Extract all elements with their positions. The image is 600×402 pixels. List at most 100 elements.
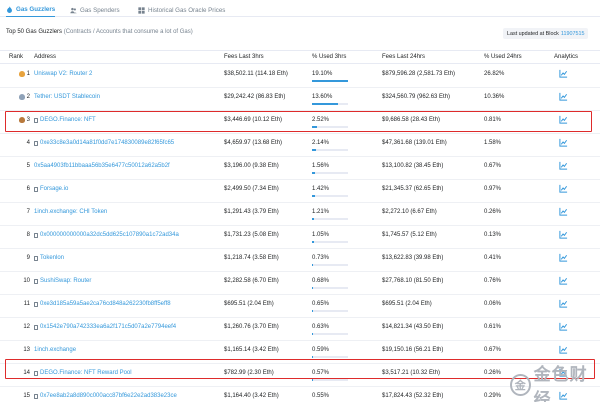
used-3hrs-bar (312, 80, 348, 82)
rank-cell: 3 (9, 117, 30, 123)
address-link[interactable]: 1inch.exchange: CHI Token (34, 209, 108, 215)
contract-file-icon (34, 370, 38, 376)
analytics-chart-icon[interactable] (559, 276, 568, 285)
table-row: 1 Uniswap V2: Router 2 $38,502.11 (114.18 … (0, 65, 600, 88)
address-link[interactable]: DEGO.Finance: NFT (40, 117, 96, 123)
address-cell: Tether: USDT Stablecoin (34, 94, 100, 100)
address-link[interactable]: 0x7ee8ab2a8d890c000acc87bf6e22e2ad383e23… (40, 393, 177, 399)
fees-24hrs-cell: $14,821.34 (43.50 Eth) (382, 324, 444, 330)
used-3hrs-bar (312, 103, 338, 105)
fees-24hrs-cell: $2,272.10 (6.67 Eth) (382, 209, 437, 215)
address-link[interactable]: 0x1542e790a742333ea6a2f171c5d07a2e7794ee… (40, 324, 177, 330)
used-3hrs-cell: 19.10% (312, 71, 333, 77)
tab-label: Historical Gas Oracle Prices (148, 6, 226, 14)
analytics-chart-icon[interactable] (559, 299, 568, 308)
analytics-chart-icon[interactable] (559, 207, 568, 216)
medal-icon (18, 94, 25, 100)
rank-cell: 8 (9, 232, 30, 238)
used-24hrs-cell: 10.36% (484, 94, 505, 100)
analytics-chart-icon[interactable] (559, 230, 568, 239)
analytics-chart-icon[interactable] (559, 184, 568, 193)
tab-historical-gas-oracle[interactable]: Historical Gas Oracle Prices (138, 3, 225, 17)
fees-24hrs-cell: $13,622.83 (39.98 Eth) (382, 255, 444, 261)
contract-file-icon (34, 140, 38, 146)
contract-file-icon (34, 278, 38, 284)
table-row: 12 0x1542e790a742333ea6a2f171c5d07a2e7794… (0, 318, 600, 341)
rank-number: 4 (26, 140, 30, 146)
analytics-chart-icon[interactable] (559, 322, 568, 331)
rank-number: 13 (23, 347, 30, 353)
analytics-chart-icon[interactable] (559, 92, 568, 101)
address-cell: 0x000000000000a32dc5dd625c107890a1c72ad3… (34, 232, 179, 238)
grid-icon (138, 6, 145, 14)
analytics-chart-icon[interactable] (559, 138, 568, 147)
rank-number: 15 (23, 393, 30, 399)
analytics-chart-icon[interactable] (559, 253, 568, 262)
rank-number: 6 (26, 186, 30, 192)
used-3hrs-cell: 2.52% (312, 117, 330, 123)
subtitle-note: (Contracts / Accounts that consume a lot… (63, 29, 193, 35)
table-row: 7 1inch.exchange: CHI Token $1,291.43 (3.7… (0, 203, 600, 226)
col-rank: Rank (9, 54, 24, 60)
address-link[interactable]: Tether: USDT Stablecoin (34, 94, 100, 100)
address-link[interactable]: 0x5aa4903fb11bbaaa56b35e6477c50012a62a5b… (34, 163, 170, 169)
rank-cell: 10 (9, 278, 30, 284)
address-cell: 0x5aa4903fb11bbaaa56b35e6477c50012a62a5b… (34, 163, 170, 169)
address-link[interactable]: Tokenlon (40, 255, 65, 261)
analytics-chart-icon[interactable] (559, 391, 568, 400)
used-3hrs-bar-track (312, 287, 348, 289)
analytics-chart-icon[interactable] (559, 345, 568, 354)
tab-gas-spenders[interactable]: Gas Spenders (70, 3, 120, 17)
col-used-24hrs: % Used 24hrs (484, 54, 522, 60)
used-24hrs-cell: 0.13% (484, 232, 502, 238)
fees-3hrs-cell: $1,164.40 (3.42 Eth) (224, 393, 279, 399)
address-link[interactable]: 0xe3d185a59a5ae2ca76cd848a262230fb8ff5ef… (40, 301, 171, 307)
used-3hrs-cell: 0.65% (312, 301, 330, 307)
highlight-box-dego-nft (5, 111, 592, 132)
used-24hrs-cell: 0.26% (484, 370, 502, 376)
rank-cell: 14 (9, 370, 30, 376)
address-link[interactable]: 1inch.exchange (34, 347, 77, 353)
fees-24hrs-cell: $17,824.43 (52.32 Eth) (382, 393, 444, 399)
analytics-chart-icon[interactable] (559, 69, 568, 78)
rank-number: 14 (23, 370, 30, 376)
contract-file-icon (34, 301, 38, 307)
table-row: 13 1inch.exchange $1,165.14 (3.42 Eth) 0.59… (0, 341, 600, 364)
used-3hrs-bar (312, 172, 315, 174)
address-link[interactable]: DEGO.Finance: NFT Reward Pool (40, 370, 132, 376)
analytics-chart-icon[interactable] (559, 115, 568, 124)
used-24hrs-cell: 1.58% (484, 140, 502, 146)
last-updated-label: Last updated at Block (507, 30, 559, 37)
rank-cell: 9 (9, 255, 30, 261)
analytics-chart-icon[interactable] (559, 161, 568, 170)
fees-24hrs-cell: $324,560.79 (962.63 Eth) (382, 94, 451, 100)
analytics-chart-icon[interactable] (559, 368, 568, 377)
address-link[interactable]: SushiSwap: Router (40, 278, 92, 284)
fees-24hrs-cell: $27,768.10 (81.50 Eth) (382, 278, 444, 284)
table-row: 6 Forsage.io $2,499.50 (7.34 Eth) 1.42% $21,… (0, 180, 600, 203)
flame-icon (7, 6, 12, 13)
tab-gas-guzzlers[interactable]: Gas Guzzlers (6, 3, 56, 17)
tab-bar: Gas Guzzlers Gas Spenders Historical Gas… (0, 0, 600, 17)
last-updated-block-link[interactable]: 11907515 (560, 30, 585, 37)
used-3hrs-bar (312, 195, 315, 197)
used-3hrs-cell: 0.68% (312, 278, 330, 284)
address-link[interactable]: Forsage.io (40, 186, 69, 192)
address-link[interactable]: Uniswap V2: Router 2 (34, 71, 93, 77)
address-link[interactable]: 0xe33c8e3a0d14a81f0dd7e174830089e82f65fc… (40, 140, 175, 146)
rank-number: 7 (26, 209, 30, 215)
table-row: 8 0x000000000000a32dc5dd625c107890a1c72ad… (0, 226, 600, 249)
address-cell: 1inch.exchange (34, 347, 76, 353)
rank-cell: 13 (9, 347, 30, 353)
rank-number: 10 (23, 278, 30, 284)
used-3hrs-bar-track (312, 264, 348, 266)
address-link[interactable]: 0x000000000000a32dc5dd625c107890a1c72ad3… (40, 232, 179, 238)
subtitle-main: Top 50 Gas Guzzlers (6, 29, 63, 35)
used-3hrs-bar (312, 379, 314, 381)
fees-3hrs-cell: $2,282.58 (6.70 Eth) (224, 278, 279, 284)
table-row: 14 DEGO.Finance: NFT Reward Pool $782.99 (… (0, 364, 600, 387)
used-3hrs-bar-track (312, 379, 348, 381)
rank-cell: 4 (9, 140, 30, 146)
used-3hrs-bar-track (312, 195, 348, 197)
table-row: 11 0xe3d185a59a5ae2ca76cd848a262230fb8ff5… (0, 295, 600, 318)
